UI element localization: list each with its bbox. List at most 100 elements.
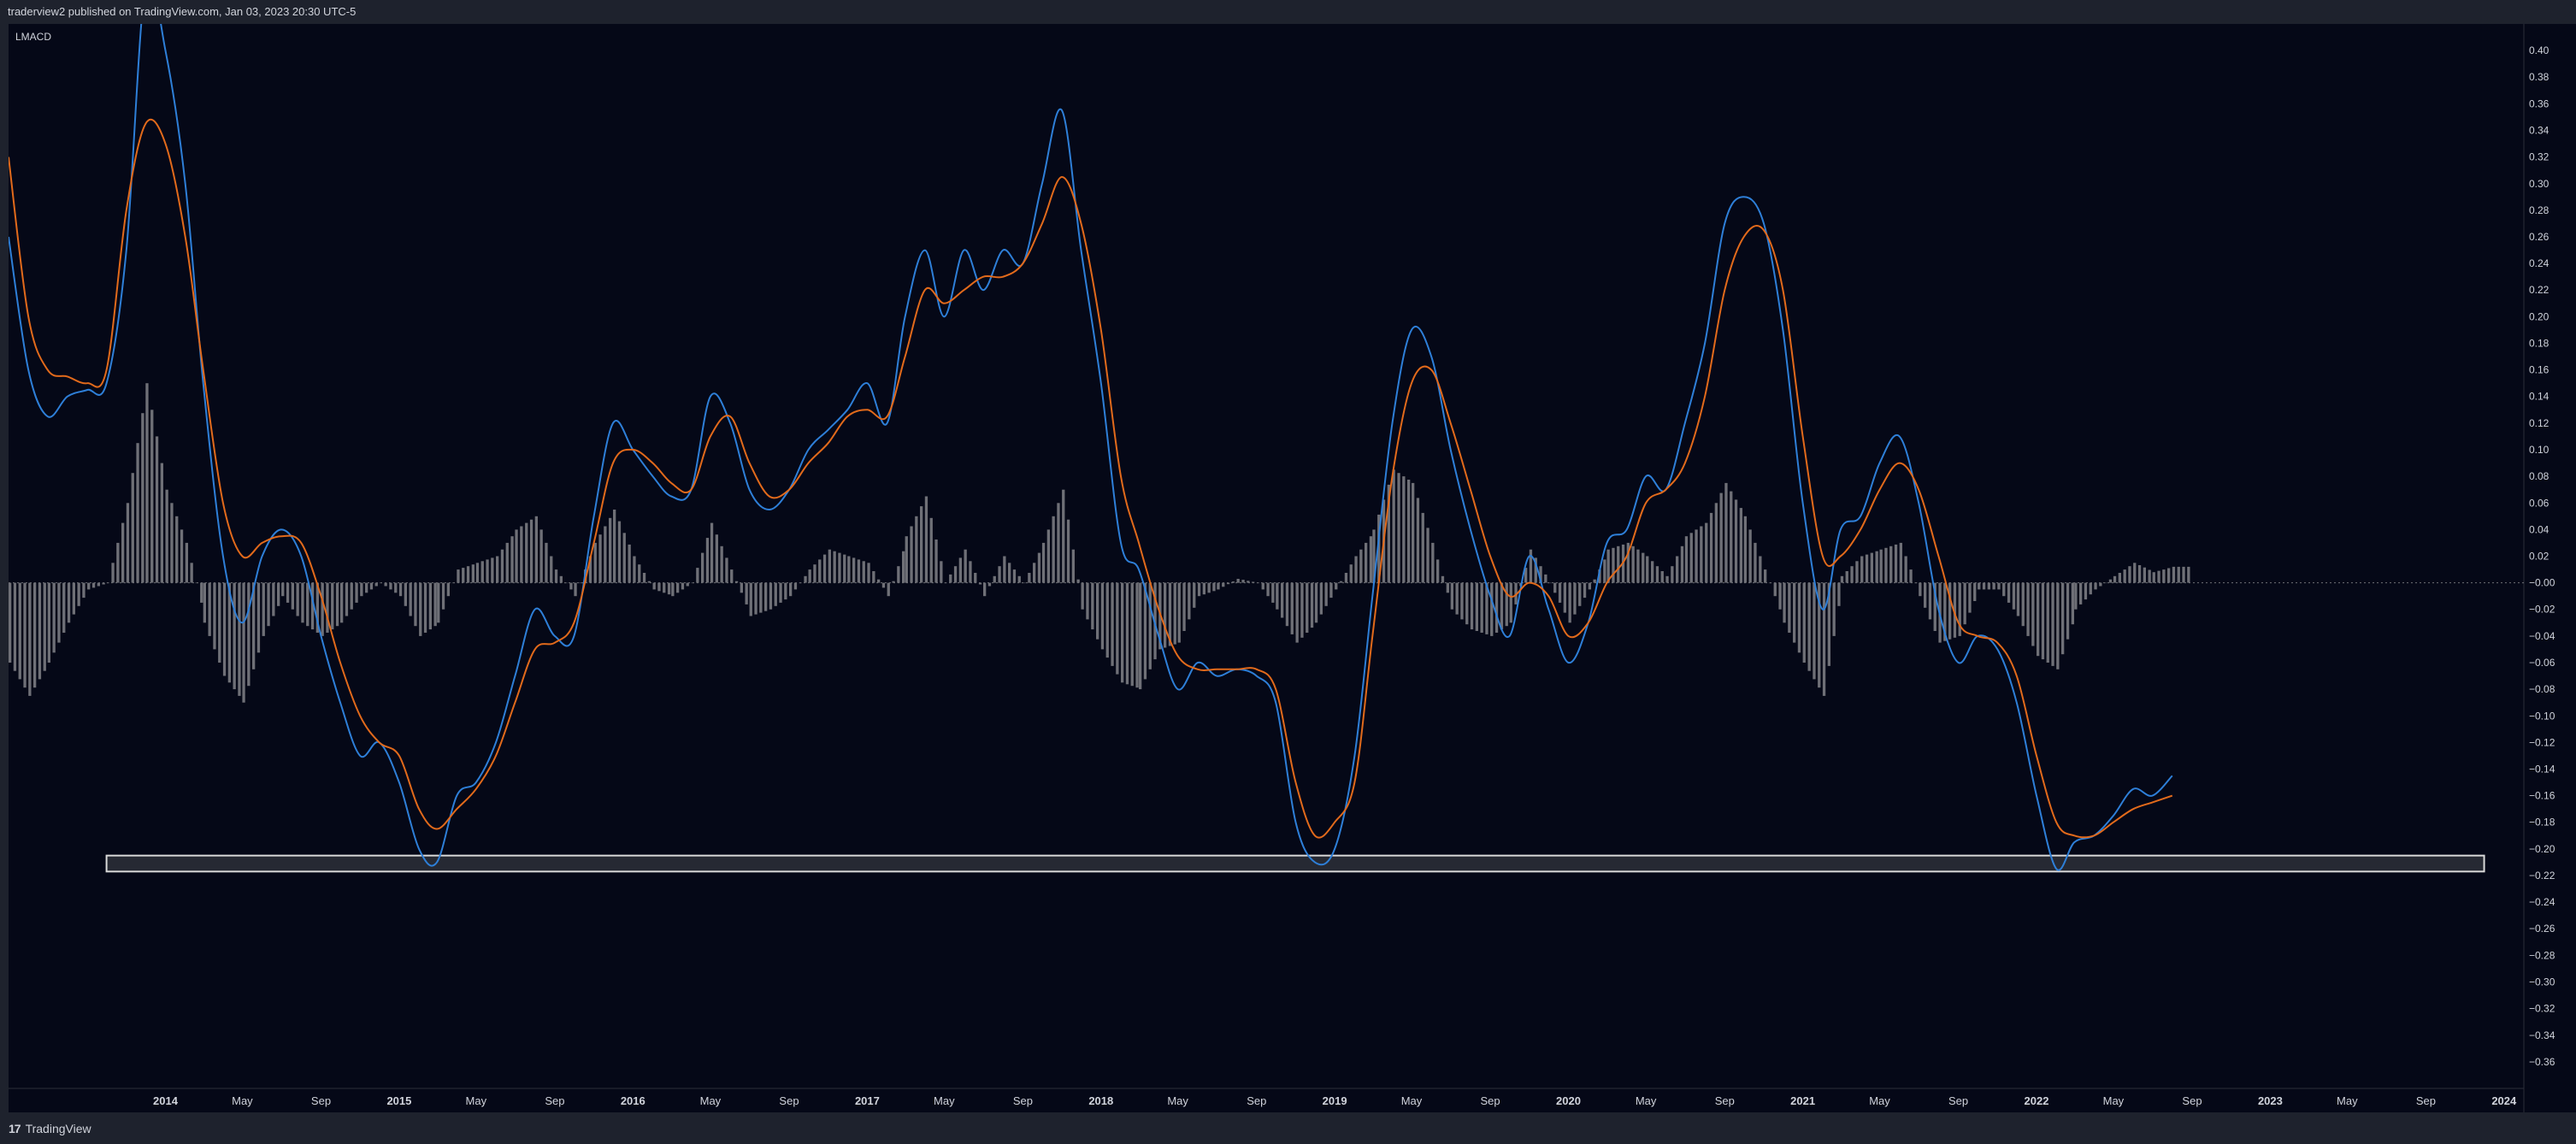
x-tick-label: Sep [1247, 1094, 1266, 1107]
histogram-bar [1100, 582, 1105, 650]
time-axis[interactable]: 2014 May Sep 2015 May Sep 2016 May Sep 2017 May Sep… [153, 1094, 2517, 1107]
x-tick-label: May [1869, 1094, 1890, 1107]
support-box[interactable] [105, 854, 2485, 873]
histogram-bar [813, 564, 816, 583]
y-tick-label: −0.10 [2529, 710, 2555, 722]
histogram-bar [622, 533, 626, 583]
histogram-bar [1485, 582, 1488, 634]
x-tick-label: May [466, 1094, 487, 1107]
histogram-bar [1924, 582, 1927, 608]
histogram-bar [1197, 582, 1201, 597]
histogram-bar [1392, 469, 1395, 583]
histogram-bar [905, 536, 908, 583]
histogram-bar [1558, 582, 1562, 603]
histogram-bar [1860, 556, 1864, 583]
histogram-bar [2012, 582, 2016, 610]
y-tick-label: 0.36 [2529, 97, 2549, 109]
histogram-bar [1603, 559, 1606, 583]
histogram-bar [1879, 549, 1883, 583]
histogram-bar [2061, 582, 2065, 655]
histogram-bar [833, 551, 836, 583]
x-tick-label: Sep [1948, 1094, 1968, 1107]
histogram-bar [784, 582, 787, 600]
histogram-bar [892, 581, 895, 583]
histogram-bar [13, 582, 17, 671]
histogram-bar [1505, 582, 1508, 627]
histogram-bar [1818, 582, 1821, 688]
histogram-bar [1285, 582, 1289, 627]
histogram-bar [617, 521, 622, 583]
histogram-bar [978, 582, 982, 585]
histogram-bar [628, 544, 631, 583]
x-tick-label: Sep [779, 1094, 799, 1107]
x-tick-label: May [2103, 1094, 2125, 1107]
histogram-bar [867, 563, 870, 583]
histogram-bar [983, 582, 987, 597]
y-tick-label: −0.04 [2529, 630, 2555, 642]
histogram-bar [1709, 512, 1713, 583]
histogram-bar [296, 582, 299, 616]
y-tick-label: 0.34 [2529, 125, 2549, 137]
y-tick-label: −0.00 [2529, 577, 2555, 589]
histogram-bar [1177, 582, 1181, 643]
histogram-bar [398, 582, 403, 597]
histogram-bar [550, 556, 553, 583]
histogram-bar [769, 582, 773, 610]
histogram-bar [554, 569, 558, 583]
histogram-bar [1514, 582, 1518, 604]
histogram-bar [160, 463, 163, 583]
histogram-bar [369, 582, 374, 590]
histogram-bar [2167, 568, 2171, 583]
y-tick-label: −0.14 [2529, 764, 2555, 775]
x-tick-label: May [700, 1094, 722, 1107]
histogram-bar [491, 557, 494, 583]
histogram-bar [1899, 542, 1902, 583]
histogram-bar [734, 581, 739, 583]
histogram-bar [116, 542, 120, 583]
histogram-bar [1583, 582, 1587, 599]
histogram-bar [365, 582, 368, 593]
histogram-bar [1402, 476, 1406, 583]
histogram-bar [1889, 545, 1893, 583]
chart-area[interactable]: 0.40 0.38 0.36 0.34 0.32 0.30 0.28 0.26 0.24 0.22… [9, 24, 2576, 1112]
macd-line[interactable] [9, 24, 2173, 871]
histogram-bar [87, 582, 91, 590]
lmacd-chart[interactable]: 0.40 0.38 0.36 0.34 0.32 0.30 0.28 0.26 0.24 0.22… [9, 24, 2576, 1112]
histogram-bar [1884, 547, 1888, 583]
indicator-label[interactable]: LMACD [15, 31, 51, 43]
y-tick-label: −0.28 [2529, 949, 2555, 961]
y-tick-label: −0.22 [2529, 870, 2555, 882]
histogram-bar [1139, 582, 1142, 690]
price-axis[interactable]: 0.40 0.38 0.36 0.34 0.32 0.30 0.28 0.26 0.24 0.22… [2529, 44, 2555, 1068]
histogram-bar [2108, 579, 2113, 583]
histogram-bar [1193, 582, 1196, 608]
histogram-bar [2079, 582, 2083, 604]
histogram-bar [663, 582, 666, 593]
histogram-bar [993, 575, 996, 583]
histogram-bar [1754, 542, 1757, 583]
brand[interactable]: 17 TradingView [9, 1121, 91, 1136]
histogram-bar [1807, 582, 1811, 671]
x-tick-label: 2014 [153, 1094, 179, 1107]
histogram-bar [1739, 508, 1742, 583]
histogram-bar [267, 582, 270, 627]
histogram-bar [33, 582, 37, 688]
histogram-bar [496, 556, 499, 583]
histogram-bar [1909, 569, 1913, 583]
histogram-bar [910, 526, 913, 583]
histogram-bar [1377, 514, 1381, 583]
histogram-bar [38, 582, 42, 680]
histogram-bar [1865, 554, 1869, 583]
histogram-bar [43, 582, 46, 671]
y-tick-label: 0.16 [2529, 364, 2549, 376]
histogram-bar [1598, 569, 1601, 583]
histogram-bar [360, 582, 363, 597]
histogram-bar [1168, 582, 1172, 646]
histogram-bar [740, 582, 743, 593]
histogram-bar [2137, 565, 2142, 583]
histogram-bar [1480, 582, 1483, 633]
signal-line[interactable] [9, 118, 2173, 839]
histogram-bar [1421, 512, 1424, 583]
histogram-bar [437, 582, 440, 623]
histogram-bar [2177, 566, 2180, 583]
